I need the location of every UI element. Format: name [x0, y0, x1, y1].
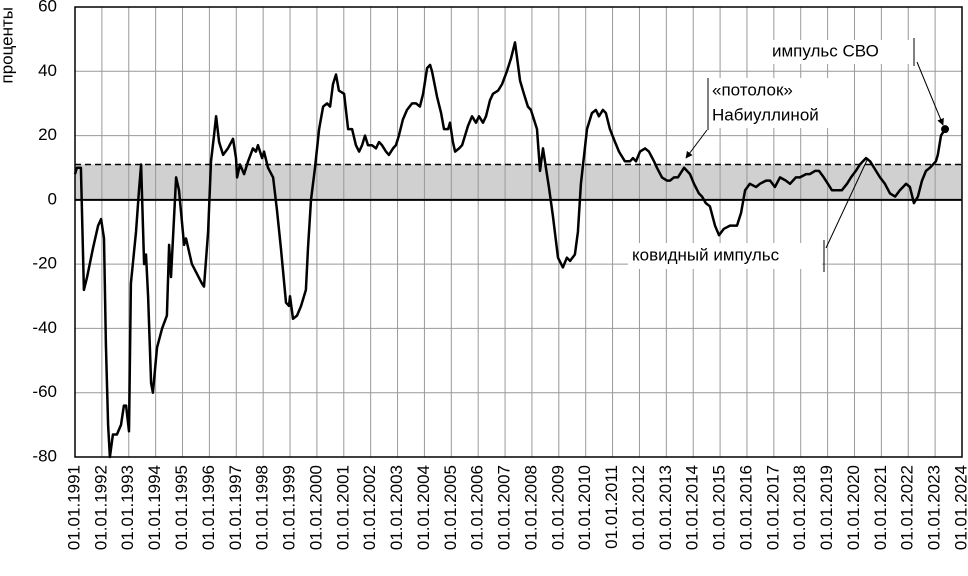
x-tick-label: 01.01.2014	[683, 465, 702, 550]
y-tick-label: 40	[38, 61, 57, 80]
annotation: ковидный импульс	[632, 245, 780, 264]
data-line	[73, 41, 947, 459]
x-tick-label: 01.01.2009	[548, 465, 567, 550]
x-tick-label: 01.01.2024	[951, 465, 968, 550]
annotation: «потолок»	[712, 80, 793, 99]
x-tick-label: 01.01.2013	[656, 465, 675, 550]
annotation-bg	[770, 40, 910, 64]
x-tick-label: 01.01.2018	[790, 465, 809, 550]
x-tick-label: 01.01.2000	[306, 465, 325, 550]
x-tick-label: 01.01.2010	[575, 465, 594, 550]
x-tick-label: 01.01.2015	[710, 465, 729, 550]
y-tick-label: 0	[48, 189, 57, 208]
y-tick-label: -80	[32, 446, 57, 465]
annotation: импульс СВО	[772, 41, 879, 60]
x-tick-label: 01.01.2007	[495, 465, 514, 550]
x-tick-label: 01.01.1997	[226, 465, 245, 550]
x-tick-label: 01.01.1994	[145, 465, 164, 550]
x-tick-label: 01.01.1998	[253, 465, 272, 550]
x-tick-label: 01.01.2002	[360, 465, 379, 550]
x-tick-label: 01.01.2005	[441, 465, 460, 550]
end-point	[941, 125, 950, 134]
x-tick-label: 01.01.1999	[280, 465, 299, 550]
x-tick-label: 01.01.2001	[333, 465, 352, 550]
x-tick-label: 01.01.2016	[736, 465, 755, 550]
annotation-arrow	[685, 129, 708, 159]
y-axis-label: проценты	[0, 7, 16, 84]
y-tick-label: -40	[32, 318, 57, 337]
annotation: Набиуллиной	[712, 105, 819, 124]
annotation-bg	[710, 78, 842, 128]
x-tick-label: 01.01.2008	[521, 465, 540, 550]
ceiling-band	[75, 164, 962, 200]
annotation-arrow	[916, 61, 944, 126]
x-tick-label: 01.01.1995	[172, 465, 191, 550]
y-tick-label: -20	[32, 254, 57, 273]
x-tick-label: 01.01.1991	[64, 465, 83, 550]
annotation-bg	[628, 243, 822, 269]
annotation-arrow	[825, 157, 869, 249]
x-tick-label: 01.01.2022	[898, 465, 917, 550]
y-tick-label: 20	[38, 125, 57, 144]
x-tick-label: 01.01.2006	[468, 465, 487, 550]
x-tick-label: 01.01.1996	[199, 465, 218, 550]
x-tick-label: 01.01.2021	[871, 465, 890, 550]
x-tick-label: 01.01.2004	[414, 465, 433, 550]
y-tick-label: 60	[38, 0, 57, 15]
x-tick-label: 01.01.2023	[925, 465, 944, 550]
x-tick-label: 01.01.2017	[763, 465, 782, 550]
x-tick-label: 01.01.2003	[387, 465, 406, 550]
x-tick-label: 01.01.1993	[118, 465, 137, 550]
plot-frame	[74, 6, 963, 458]
y-tick-label: -60	[32, 382, 57, 401]
x-tick-label: 01.01.2020	[844, 465, 863, 550]
x-tick-label: 01.01.2012	[629, 465, 648, 550]
x-tick-label: 01.01.1992	[91, 465, 110, 550]
x-tick-label: 01.01.2019	[817, 465, 836, 550]
x-tick-label: 01.01.2011	[602, 465, 621, 549]
